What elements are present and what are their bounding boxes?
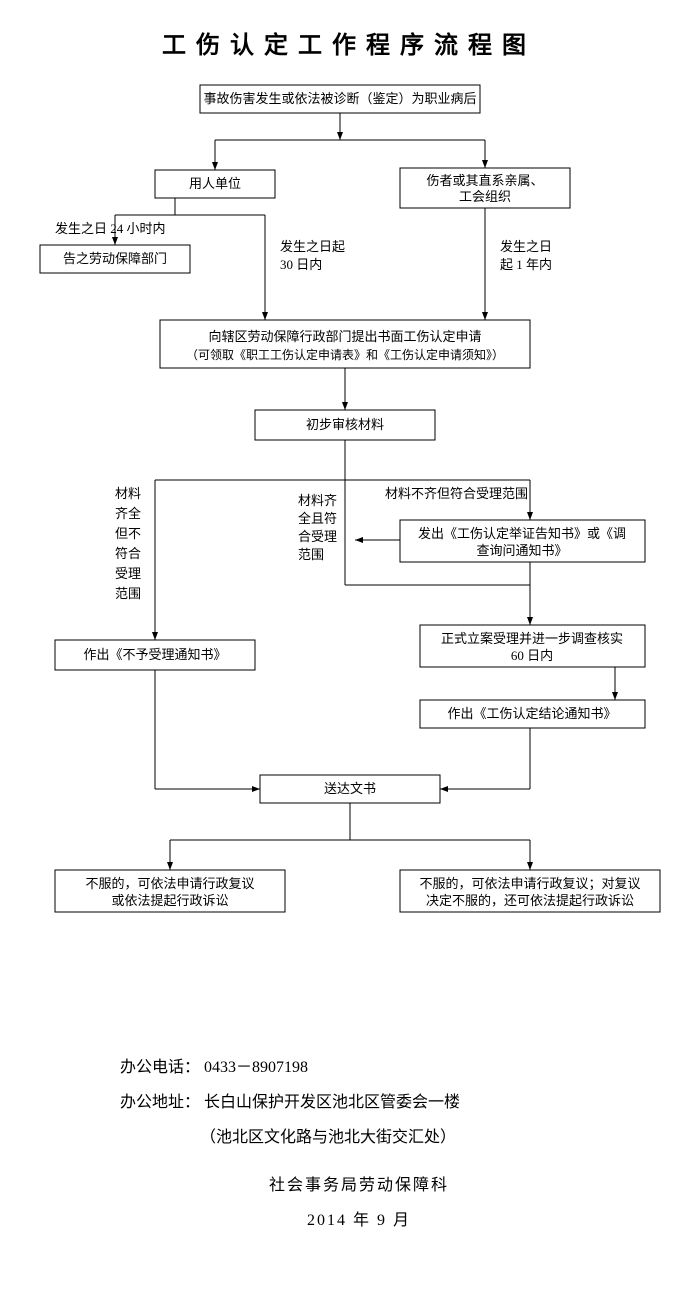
label-b1-3: 但不 <box>115 526 141 541</box>
label-mid-2: 全且符 <box>298 511 337 526</box>
node-appeal-left-t2: 或依法提起行政诉讼 <box>111 893 228 908</box>
label-24h: 发生之日 24 小时内 <box>55 221 166 236</box>
label-1y-l1: 发生之日 <box>500 239 552 254</box>
label-b1-5: 受理 <box>115 566 141 581</box>
node-review-text: 初步审核材料 <box>306 417 384 432</box>
node-notify-text: 告之劳动保障部门 <box>63 251 167 266</box>
footer-addr-v1: 长白山保护开发区池北区管委会一楼 <box>204 1094 460 1111</box>
node-accept-text2: 60 日内 <box>511 648 553 663</box>
node-apply-text1: 向辖区劳动保障行政部门提出书面工伤认定申请 <box>208 329 481 344</box>
edges <box>115 113 615 870</box>
node-appeal-right-t2: 决定不服的，还可依法提起行政诉讼 <box>426 893 634 908</box>
footer-phone-label: 办公电话： <box>120 1059 200 1076</box>
label-b1-6: 范围 <box>115 586 141 601</box>
node-evidence-text1: 发出《工伤认定举证告知书》或《调 <box>418 526 626 541</box>
footer-addr-l2: （池北区文化路与池北大街交汇处） <box>120 1120 598 1155</box>
node-conclusion-text: 作出《工伤认定结论通知书》 <box>447 706 616 721</box>
node-start-text: 事故伤害发生或依法被诊断（鉴定）为职业病后 <box>203 91 476 106</box>
node-deliver-text: 送达文书 <box>324 781 376 796</box>
label-1y-l2: 起 1 年内 <box>500 257 552 272</box>
footer-addr-label: 办公地址： <box>120 1094 200 1111</box>
footer-date: 2014 年 9 月 <box>120 1203 598 1238</box>
label-30d-l1: 发生之日起 <box>280 239 345 254</box>
node-appeal-left-t1: 不服的，可依法申请行政复议 <box>85 876 254 891</box>
label-30d-l2: 30 日内 <box>280 257 322 272</box>
label-mid-3: 合受理 <box>298 529 337 544</box>
node-evidence-text2: 查询问通知书》 <box>476 543 567 558</box>
node-victim-text1: 伤者或其直系亲属、 <box>426 173 543 188</box>
page-title: 工伤认定工作程序流程图 <box>0 0 698 80</box>
node-appeal-right-t1: 不服的，可依法申请行政复议；对复议 <box>419 876 640 892</box>
label-mid-4: 范围 <box>298 547 324 562</box>
label-b1-1: 材料 <box>115 486 141 501</box>
footer-phone-value: 0433－8907198 <box>204 1059 308 1076</box>
footer-dept: 社会事务局劳动保障科 <box>120 1168 598 1203</box>
node-accept-text1: 正式立案受理并进一步调查核实 <box>441 631 623 646</box>
node-victim-text2: 工会组织 <box>459 189 511 204</box>
flowchart-svg: 事故伤害发生或依法被诊断（鉴定）为职业病后 用人单位 伤者或其直系亲属、 工会组… <box>0 80 698 1010</box>
flowchart-page: 工伤认定工作程序流程图 事故伤害发生或依法被诊断（鉴定）为职业病后 用人单位 伤… <box>0 0 698 1278</box>
node-employer-text: 用人单位 <box>189 176 241 191</box>
label-b1-4: 符合 <box>115 546 141 561</box>
footer-addr-l1: 办公地址： 长白山保护开发区池北区管委会一楼 <box>120 1085 598 1120</box>
label-b1-2: 齐全 <box>115 506 141 521</box>
label-right-cond: 材料不齐但符合受理范围 <box>385 486 528 501</box>
node-apply-text2: （可领取《职工工伤认定申请表》和《工伤认定申请须知》） <box>186 347 504 362</box>
label-mid-1: 材料齐 <box>298 493 337 508</box>
footer: 办公电话： 0433－8907198 办公地址： 长白山保护开发区池北区管委会一… <box>0 1010 698 1278</box>
node-reject-text: 作出《不予受理通知书》 <box>83 647 226 662</box>
footer-phone: 办公电话： 0433－8907198 <box>120 1050 598 1085</box>
